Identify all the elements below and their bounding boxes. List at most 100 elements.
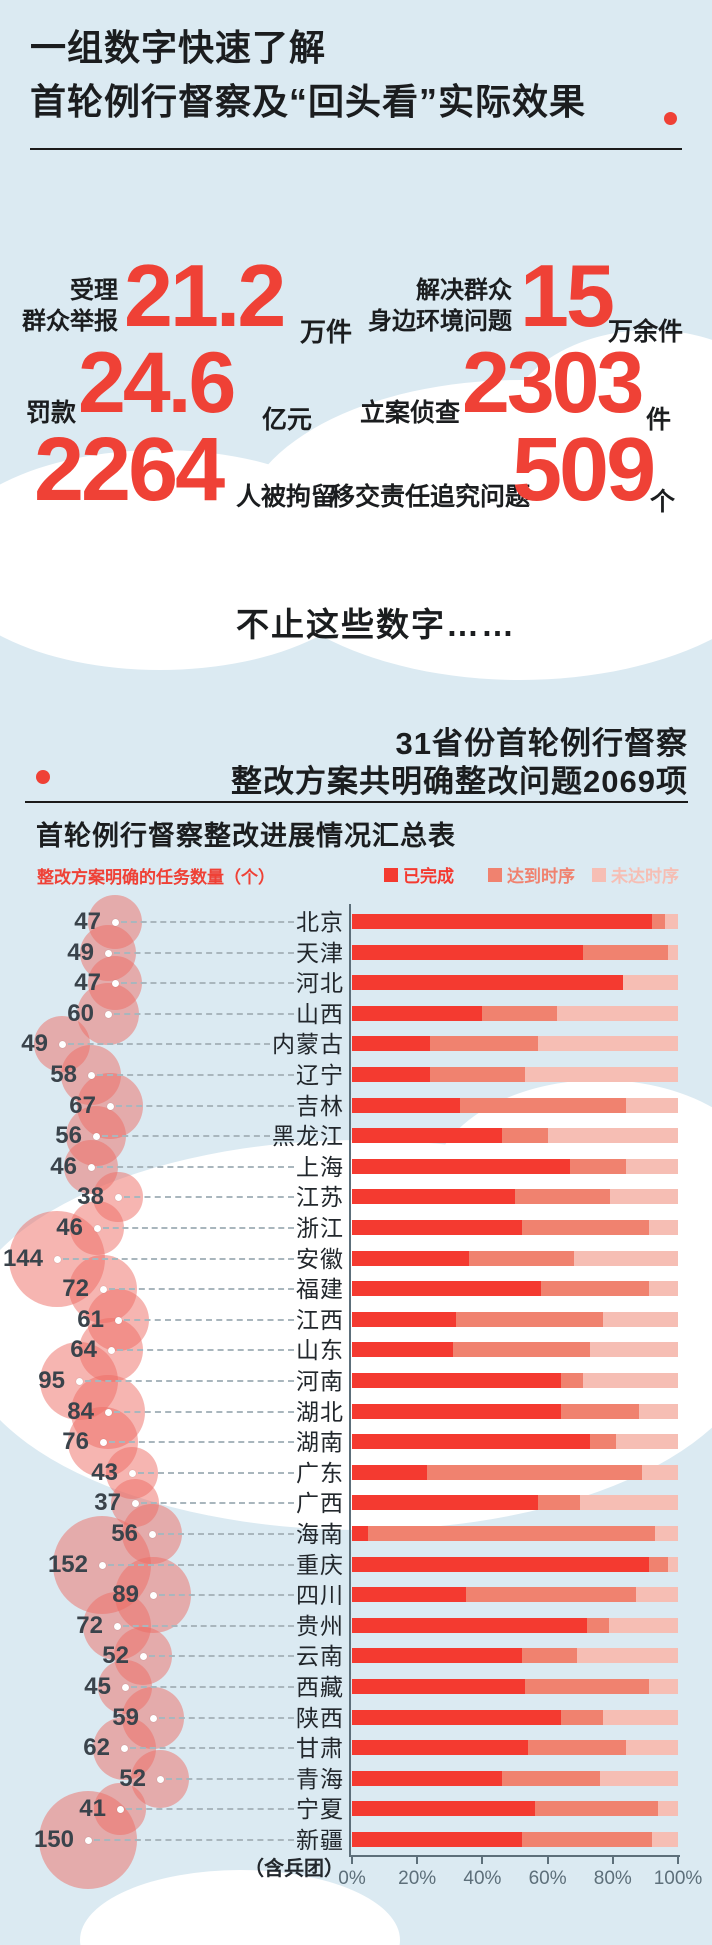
progress-bar bbox=[352, 1832, 678, 1847]
task-count-value: 58 bbox=[50, 1061, 77, 1088]
progress-bar bbox=[352, 1495, 678, 1510]
stat-accountability-value: 509 bbox=[512, 420, 656, 520]
section2-accent-dot bbox=[36, 770, 50, 784]
progress-bar bbox=[352, 945, 678, 960]
bar-segment-on-schedule bbox=[537, 1495, 581, 1510]
bar-segment-behind bbox=[602, 1710, 678, 1725]
bar-segment-completed bbox=[352, 1832, 522, 1847]
progress-bar bbox=[352, 1220, 678, 1235]
connector-line bbox=[166, 1778, 294, 1780]
task-count-value: 41 bbox=[79, 1795, 106, 1822]
bubble-center-dot bbox=[87, 1071, 95, 1079]
progress-bar bbox=[352, 1342, 678, 1357]
bubble-center-dot bbox=[149, 1714, 157, 1722]
legend-swatch-icon bbox=[384, 867, 398, 882]
legend-swatch-icon bbox=[488, 867, 502, 882]
progress-bar bbox=[352, 1281, 678, 1296]
cloud-shape bbox=[0, 450, 380, 670]
bar-segment-behind bbox=[648, 1281, 678, 1296]
connector-line bbox=[121, 982, 294, 984]
stat-cases-value: 2303 bbox=[462, 335, 644, 431]
bubble-center-dot bbox=[131, 1499, 139, 1507]
bar-segment-behind bbox=[599, 1771, 678, 1786]
bar-segment-completed bbox=[352, 914, 652, 929]
province-label: 辽宁 bbox=[296, 1062, 344, 1088]
chart-title: 首轮例行督察整改进展情况汇总表 bbox=[36, 821, 456, 851]
bubble-center-dot bbox=[139, 1652, 147, 1660]
x-tick-mark bbox=[481, 1857, 484, 1864]
task-count-value: 95 bbox=[38, 1367, 65, 1394]
x-tick-label: 20% bbox=[398, 1868, 437, 1889]
bar-segment-on-schedule bbox=[430, 1067, 525, 1082]
connector-line bbox=[68, 1043, 270, 1045]
progress-bar bbox=[352, 1648, 678, 1663]
progress-bar bbox=[352, 1526, 678, 1541]
task-count-value: 144 bbox=[2, 1245, 43, 1272]
legend-item-2: 未达时序 bbox=[592, 862, 679, 887]
stat-accountability-unit: 个 bbox=[650, 488, 676, 516]
task-count-value: 49 bbox=[67, 939, 94, 966]
bar-segment-behind bbox=[655, 1526, 678, 1541]
bubble-center-dot bbox=[84, 1836, 92, 1844]
connector-line bbox=[159, 1594, 294, 1596]
task-count-value: 52 bbox=[119, 1765, 146, 1792]
bar-segment-on-schedule bbox=[560, 1373, 584, 1388]
page-title-line1: 一组数字快速了解 bbox=[30, 27, 327, 68]
connector-line bbox=[141, 1502, 294, 1504]
header-divider bbox=[30, 148, 682, 150]
progress-bar bbox=[352, 1465, 678, 1480]
bar-segment-completed bbox=[352, 1342, 454, 1357]
bar-segment-on-schedule bbox=[560, 1710, 603, 1725]
legend-item-0: 已完成 bbox=[384, 862, 454, 887]
province-label: 海南 bbox=[296, 1521, 344, 1547]
x-tick-mark bbox=[611, 1857, 614, 1864]
bar-segment-completed bbox=[352, 1006, 483, 1021]
progress-bar bbox=[352, 1618, 678, 1633]
progress-bar bbox=[352, 1312, 678, 1327]
connector-line bbox=[108, 1564, 294, 1566]
bar-segment-on-schedule bbox=[459, 1098, 626, 1113]
bar-segment-behind bbox=[524, 1067, 678, 1082]
stat-solved-unit: 万余件 bbox=[608, 318, 684, 346]
bubble-center-dot bbox=[149, 1591, 157, 1599]
stat-detained-value: 2264 bbox=[34, 420, 225, 520]
bar-segment-completed bbox=[352, 1710, 561, 1725]
bubble-center-dot bbox=[116, 1805, 124, 1813]
connector-line bbox=[117, 1349, 294, 1351]
progress-bar bbox=[352, 1771, 678, 1786]
bar-segment-completed bbox=[352, 975, 623, 990]
bar-segment-completed bbox=[352, 1404, 561, 1419]
legend-swatch-icon bbox=[592, 867, 606, 882]
bar-segment-on-schedule bbox=[586, 1618, 610, 1633]
task-count-value: 62 bbox=[83, 1734, 110, 1761]
bubble-center-dot bbox=[107, 1346, 115, 1354]
bubble-center-dot bbox=[106, 1102, 114, 1110]
bar-segment-behind bbox=[635, 1587, 678, 1602]
connector-line bbox=[85, 1380, 294, 1382]
stat-reports-unit: 万件 bbox=[300, 317, 353, 347]
bubble-center-dot bbox=[104, 1408, 112, 1416]
bubble-center-dot bbox=[156, 1775, 164, 1783]
connector-line bbox=[109, 1288, 294, 1290]
bar-segment-behind bbox=[648, 1220, 678, 1235]
bar-segment-behind bbox=[580, 1495, 678, 1510]
bar-segment-on-schedule bbox=[515, 1189, 610, 1204]
task-count-value: 49 bbox=[21, 1030, 48, 1057]
bar-segment-on-schedule bbox=[521, 1220, 649, 1235]
bar-segment-completed bbox=[352, 1679, 525, 1694]
bubble-center-dot bbox=[53, 1255, 61, 1263]
stat-reports-label: 受理 群众举报 bbox=[22, 277, 118, 335]
bubble-center-dot bbox=[111, 979, 119, 987]
bar-segment-on-schedule bbox=[521, 1832, 652, 1847]
connector-line bbox=[114, 1411, 294, 1413]
province-label: 贵州 bbox=[296, 1613, 344, 1639]
task-count-value: 89 bbox=[112, 1581, 139, 1608]
bar-segment-behind bbox=[668, 945, 678, 960]
bar-segment-on-schedule bbox=[524, 1679, 649, 1694]
bubble-center-dot bbox=[58, 1040, 66, 1048]
bar-segment-behind bbox=[547, 1128, 678, 1143]
bar-segment-behind bbox=[625, 1740, 678, 1755]
stat-cases-label: 立案侦查 bbox=[360, 399, 461, 427]
x-tick-mark bbox=[677, 1857, 679, 1864]
